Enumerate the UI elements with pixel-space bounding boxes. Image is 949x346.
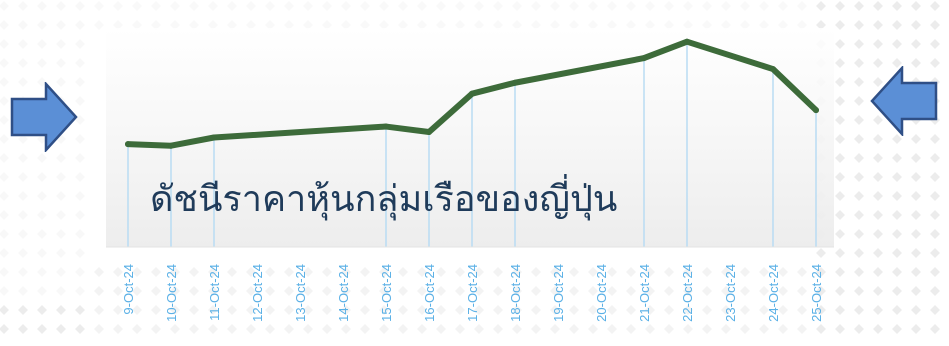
x-tick-label: 12-Oct-24 (250, 264, 265, 322)
x-tick-label: 15-Oct-24 (379, 264, 394, 322)
x-tick-label: 16-Oct-24 (422, 264, 437, 322)
drop-lines (127, 41, 817, 247)
x-tick-label: 21-Oct-24 (637, 264, 652, 322)
arrow-left-icon (870, 66, 938, 136)
data-point (813, 107, 819, 114)
x-tick-label: 18-Oct-24 (508, 264, 523, 322)
x-tick-label: 19-Oct-24 (551, 264, 566, 322)
x-tick-label: 25-Oct-24 (809, 264, 824, 322)
x-tick-label: 13-Oct-24 (293, 264, 308, 322)
series-group (125, 38, 819, 149)
data-point (641, 55, 647, 62)
chart-title: ดัชนีราคาหุ้นกลุ่มเรือของญี่ปุ่น (150, 179, 618, 220)
x-tick-label: 17-Oct-24 (465, 264, 480, 322)
data-point (211, 134, 217, 141)
x-tick-label: 9-Oct-24 (121, 264, 136, 315)
arrow-right-icon (10, 82, 78, 152)
data-point (168, 142, 174, 149)
data-point (469, 90, 475, 97)
x-tick-label: 23-Oct-24 (723, 264, 738, 322)
data-point (512, 79, 518, 86)
data-point (383, 123, 389, 130)
x-axis-tick-labels: 9-Oct-24 10-Oct-24 11-Oct-24 12-Oct-24 13-Oc… (121, 264, 824, 322)
x-tick-label: 11-Oct-24 (207, 264, 222, 321)
x-tick-label: 22-Oct-24 (680, 264, 695, 322)
data-point (770, 66, 776, 73)
x-tick-label: 24-Oct-24 (766, 264, 781, 322)
data-point (125, 141, 131, 148)
x-tick-label: 10-Oct-24 (164, 264, 179, 322)
x-tick-label: 14-Oct-24 (336, 264, 351, 322)
data-point (426, 129, 432, 136)
x-tick-label: 20-Oct-24 (594, 264, 609, 322)
data-point (684, 38, 690, 45)
